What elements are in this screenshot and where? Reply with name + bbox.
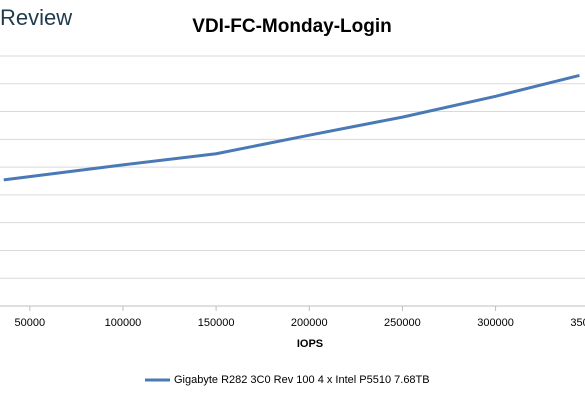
x-tick-label: 150000 — [198, 317, 235, 329]
x-tick-label: 300000 — [477, 317, 514, 329]
x-tick-label: 100000 — [105, 317, 142, 329]
watermark: Review — [0, 5, 72, 30]
data-line — [3, 73, 580, 182]
x-axis-label: IOPS — [297, 338, 323, 350]
chart-title: VDI-FC-Monday-Login — [192, 16, 391, 37]
x-tick-label: 250000 — [384, 317, 421, 329]
x-tick-label: 50000 — [15, 317, 46, 329]
x-tick-label: 200000 — [291, 317, 328, 329]
x-tick-label: 350000 — [570, 317, 585, 329]
legend-label: Gigabyte R282 3C0 Rev 100 4 x Intel P551… — [174, 374, 430, 386]
